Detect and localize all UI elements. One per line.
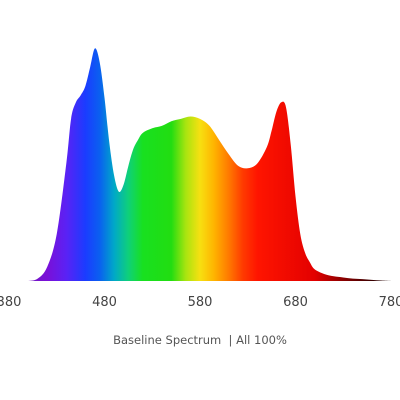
x-tick-label: 580	[188, 295, 213, 310]
x-tick-label: 380	[0, 295, 21, 310]
spectrum-area	[9, 48, 391, 281]
x-tick-label: 780	[379, 295, 400, 310]
x-tick-label: 480	[92, 295, 117, 310]
x-tick-label: 680	[283, 295, 308, 310]
x-axis-label: Baseline Spectrum | All 100%	[113, 333, 287, 347]
x-axis-ticks: 380 480 580 680 780	[0, 295, 400, 310]
